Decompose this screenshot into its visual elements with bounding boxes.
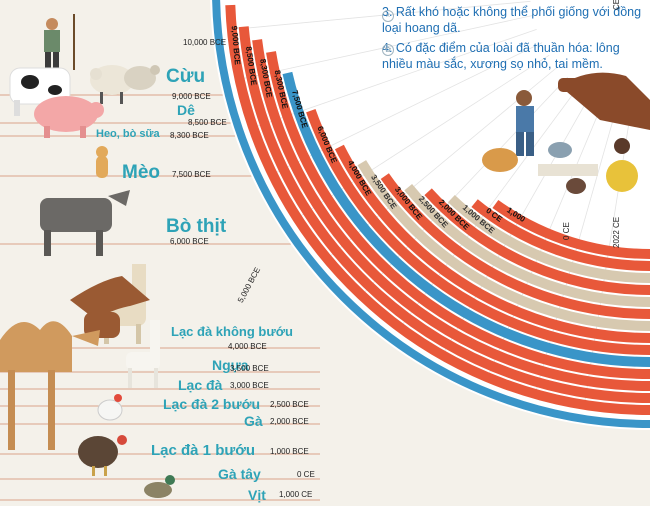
animal-name-ga: Gà [244,413,263,429]
timeline-band [334,144,650,343]
timeline-band [380,173,650,319]
animal-name-de: Dê [177,102,195,118]
animal-name-lac-da-2-buou: Lạc đà 2 bướu [163,396,261,412]
note-3: 3. Rất khó hoặc không thể phối giống với… [382,5,642,35]
notes-panel: 3. Rất khó hoặc không thể phối giống với… [382,4,642,76]
timeline-band [238,26,650,403]
timeline-band [282,71,650,367]
animal-date-lac-da-khong-buou: 4,000 BCE [228,342,267,351]
scale-label-zero: 0 CE [562,222,571,240]
timeline-band [404,184,650,307]
animal-name-ngua: Ngựa [212,357,249,373]
animal-name-lac-da-khong-buou: Lạc đà không bướu [171,324,293,339]
animal-date-heo: 8,300 BCE [170,131,209,140]
leaf-icon: ✿ [382,44,394,56]
animal-name-meo: Mèo [122,162,160,183]
animal-date-bo-thit: 6,000 BCE [170,237,209,246]
animal-date-ngua: 3,500 BCE [230,364,269,373]
guide-line [231,0,531,30]
timeline-band [424,188,650,295]
animal-name-lac-da-1-buou: Lạc đà 1 bướu [151,442,256,459]
timeline-band [357,160,650,331]
animal-name-lac-da: Lạc đà [178,377,223,393]
scale-label-end: 2022 CE [612,216,621,248]
timeline-band [306,109,650,355]
scale-label-top: CE [612,0,621,10]
animal-name-heo: Heo, bò sữa [96,128,160,140]
outer-timeline-arc [212,0,650,428]
animal-date-lac-da-2-buou: 2,500 BCE [270,400,309,409]
timeline-band [492,199,650,259]
timeline-band [266,51,650,379]
animal-date-lac-da: 3,000 BCE [230,381,269,390]
animal-name-ga-tay: Gà tây [218,466,261,482]
animal-date-ga-tay: 0 CE [297,470,315,479]
animal-name-bo-thit: Bò thịt [166,216,227,237]
animal-date-meo: 7,500 BCE [172,170,211,179]
timeline-band [447,194,650,283]
animal-date-ga: 2,000 BCE [270,417,309,426]
animal-date-cuu: 9,000 BCE [172,92,211,101]
timeline-band [252,39,650,391]
animal-name-vit: Vịt [248,487,266,503]
timeline-band [471,199,650,271]
scale-label-10000: 10,000 BCE [183,38,227,47]
close-icon: × [382,10,394,22]
timeline-band [225,4,650,415]
animal-date-vit: 1,000 CE [279,490,313,499]
animal-date-lac-da-1-buou: 1,000 BCE [270,447,309,456]
note-4: 4. Có đặc điểm của loài đã thuần hóa: lô… [382,41,620,71]
band-label: 9,000 BCE [230,25,242,65]
animal-date-de: 8,500 BCE [188,118,227,127]
animal-name-cuu: Cừu [166,66,206,87]
